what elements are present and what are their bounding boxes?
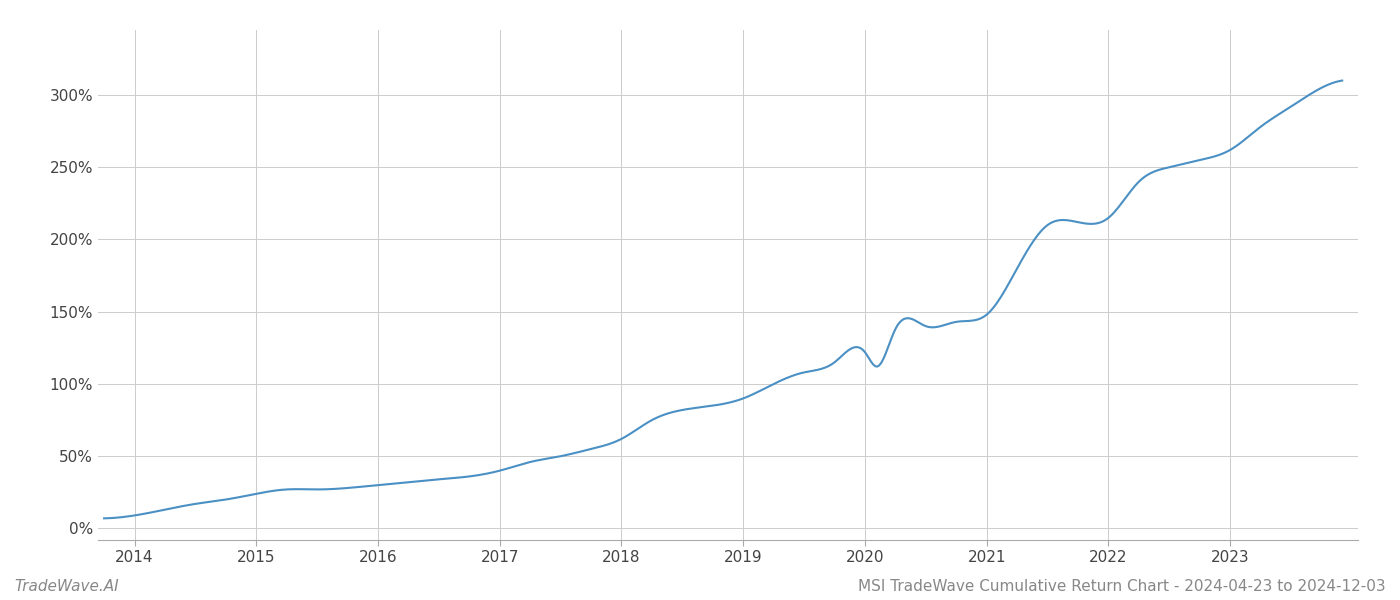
Text: MSI TradeWave Cumulative Return Chart - 2024-04-23 to 2024-12-03: MSI TradeWave Cumulative Return Chart - …: [858, 579, 1386, 594]
Text: TradeWave.AI: TradeWave.AI: [14, 579, 119, 594]
